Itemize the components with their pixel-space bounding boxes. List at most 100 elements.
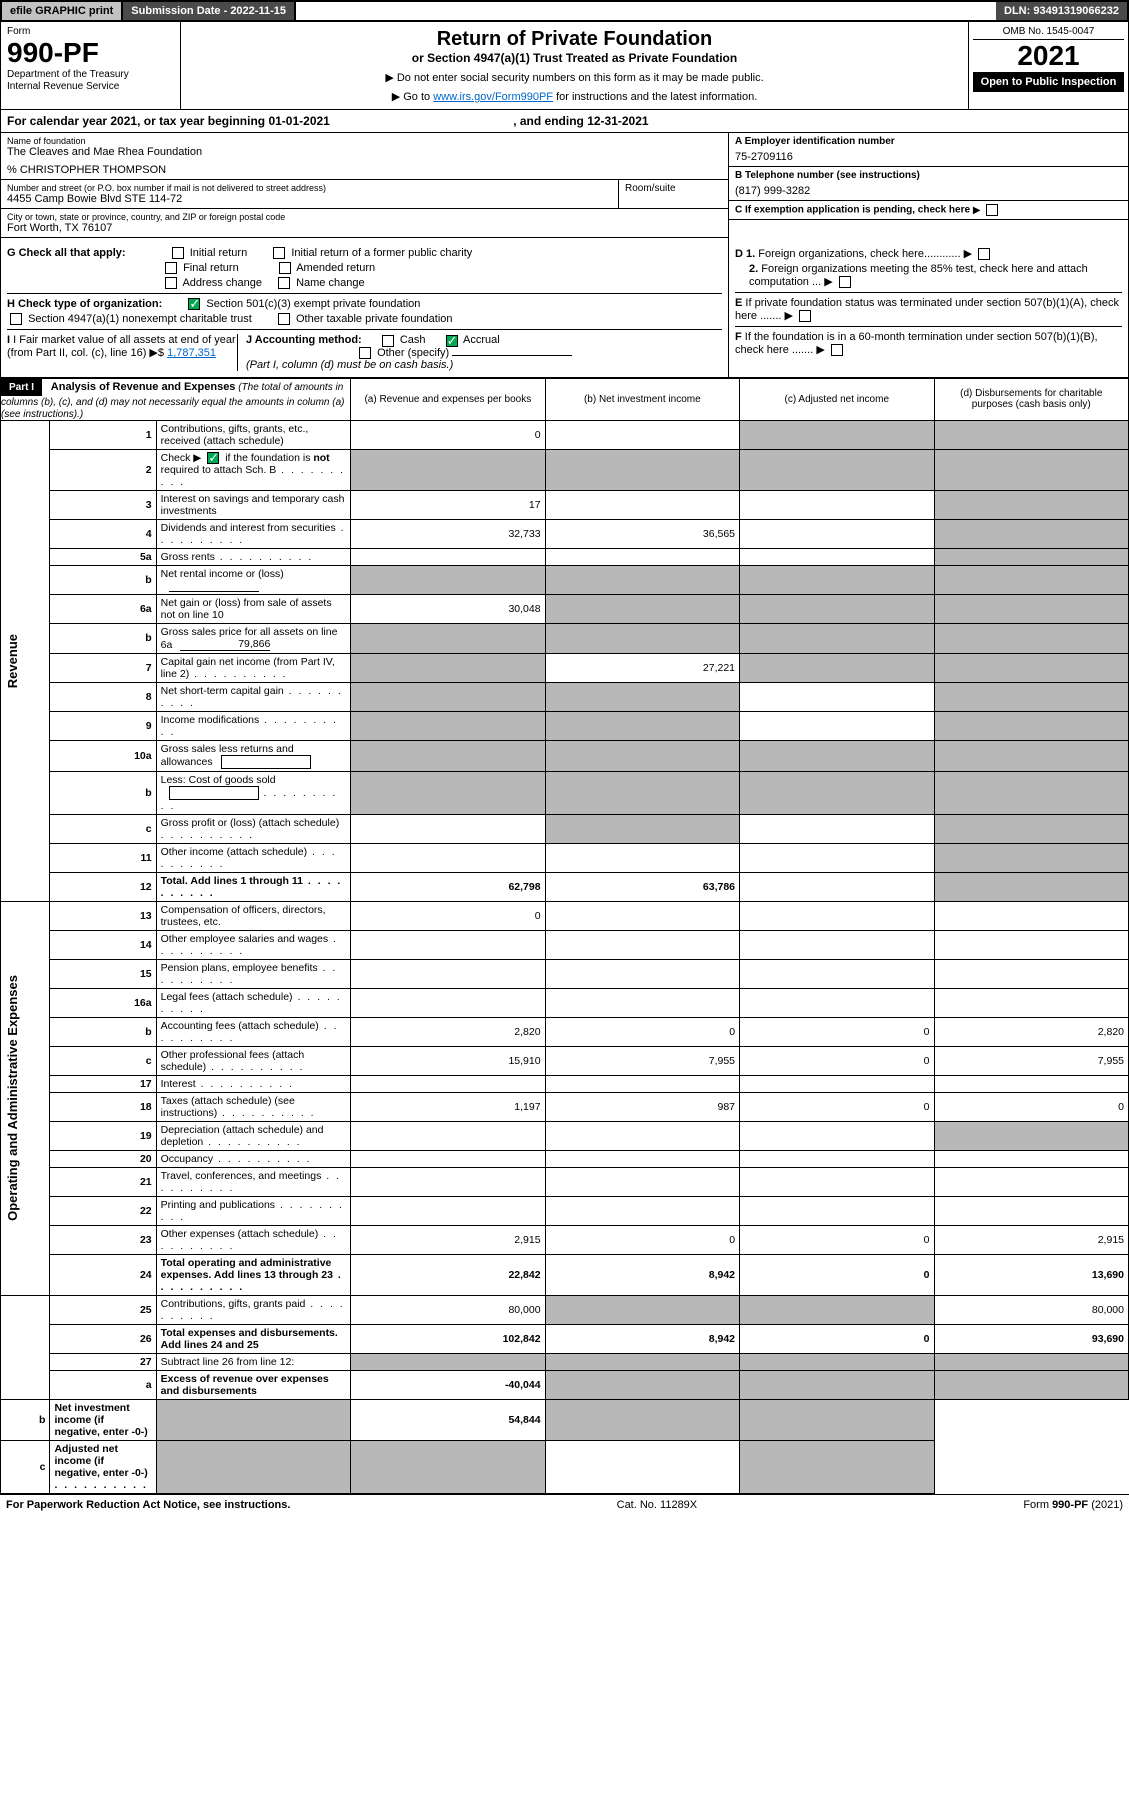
- cell-value: [740, 623, 934, 653]
- h-4947-checkbox[interactable]: [10, 313, 22, 325]
- cell-value: [934, 623, 1129, 653]
- cell-value: 27,221: [545, 653, 739, 682]
- col-c-header: (c) Adjusted net income: [740, 378, 934, 420]
- g-name-checkbox[interactable]: [278, 277, 290, 289]
- table-row: 8Net short-term capital gain: [1, 682, 1129, 711]
- fmv-value[interactable]: 1,787,351: [167, 347, 216, 359]
- omb-number: OMB No. 1545-0047: [973, 26, 1124, 40]
- cell-value: [545, 1196, 739, 1225]
- cell-value: [740, 565, 934, 594]
- g-initial-checkbox[interactable]: [172, 247, 184, 259]
- cell-value: [351, 988, 545, 1017]
- cell-value: 1,197: [351, 1092, 545, 1121]
- cell-value: [934, 988, 1129, 1017]
- e-checkbox[interactable]: [799, 310, 811, 322]
- g-amended-checkbox[interactable]: [279, 262, 291, 274]
- table-row: 24Total operating and administrative exp…: [1, 1254, 1129, 1295]
- cell-value: 2,820: [351, 1017, 545, 1046]
- line-number: 7: [50, 653, 156, 682]
- cell-value: [545, 1075, 739, 1092]
- g-address-checkbox[interactable]: [165, 277, 177, 289]
- cell-value: [351, 653, 545, 682]
- d2-checkbox[interactable]: [839, 276, 851, 288]
- cell-value: [351, 814, 545, 843]
- f-checkbox[interactable]: [831, 344, 843, 356]
- j-section: J Accounting method: Cash Accrual Other …: [237, 334, 722, 370]
- cell-value: [545, 1295, 739, 1324]
- table-row: bGross sales price for all assets on lin…: [1, 623, 1129, 653]
- line-number: 3: [50, 490, 156, 519]
- g-final-checkbox[interactable]: [165, 262, 177, 274]
- h-501c3-checkbox[interactable]: [188, 298, 200, 310]
- table-row: 26Total expenses and disbursements. Add …: [1, 1324, 1129, 1353]
- open-public-badge: Open to Public Inspection: [973, 72, 1124, 92]
- form-subtitle: or Section 4947(a)(1) Trust Treated as P…: [191, 51, 958, 65]
- cell-value: [545, 449, 739, 490]
- cell-value: [740, 1440, 934, 1493]
- cell-value: [545, 959, 739, 988]
- line-description: Net gain or (loss) from sale of assets n…: [156, 594, 350, 623]
- cell-value: [545, 1440, 739, 1493]
- cell-value: -40,044: [351, 1370, 545, 1399]
- cell-value: 0: [740, 1225, 934, 1254]
- line-description: Gross sales price for all assets on line…: [156, 623, 350, 653]
- cell-value: [934, 565, 1129, 594]
- line-number: 21: [50, 1167, 156, 1196]
- line-description: Other expenses (attach schedule): [156, 1225, 350, 1254]
- cell-value: [351, 565, 545, 594]
- table-row: 17Interest: [1, 1075, 1129, 1092]
- col-a-header: (a) Revenue and expenses per books: [351, 378, 545, 420]
- h-row: H Check type of organization: Section 50…: [7, 293, 722, 310]
- line-number: 18: [50, 1092, 156, 1121]
- schb-checkbox[interactable]: [207, 452, 219, 464]
- instruction-1: ▶ Do not enter social security numbers o…: [191, 71, 958, 84]
- cell-value: 62,798: [351, 872, 545, 901]
- page-footer: For Paperwork Reduction Act Notice, see …: [0, 1494, 1129, 1515]
- j-other-checkbox[interactable]: [359, 347, 371, 359]
- line-number: b: [50, 771, 156, 814]
- table-row: 2Check ▶ if the foundation is not requir…: [1, 449, 1129, 490]
- cell-value: [351, 959, 545, 988]
- cell-value: 0: [351, 420, 545, 449]
- table-row: 20Occupancy: [1, 1150, 1129, 1167]
- irs-link[interactable]: www.irs.gov/Form990PF: [433, 91, 553, 103]
- line-description: Total expenses and disbursements. Add li…: [156, 1324, 350, 1353]
- cell-value: 0: [351, 901, 545, 930]
- cell-value: [545, 682, 739, 711]
- line-description: Interest: [156, 1075, 350, 1092]
- j-cash-checkbox[interactable]: [382, 335, 394, 347]
- cell-value: [740, 1150, 934, 1167]
- part1-table: Part I Analysis of Revenue and Expenses …: [0, 378, 1129, 1494]
- cell-value: [934, 519, 1129, 548]
- g-initial-former-checkbox[interactable]: [273, 247, 285, 259]
- h-other-checkbox[interactable]: [278, 313, 290, 325]
- cell-value: [934, 930, 1129, 959]
- line-number: 4: [50, 519, 156, 548]
- line-description: Check ▶ if the foundation is not require…: [156, 449, 350, 490]
- efile-print-button[interactable]: efile GRAPHIC print: [2, 2, 123, 20]
- d1-checkbox[interactable]: [978, 248, 990, 260]
- line-number: 12: [50, 872, 156, 901]
- city-label: City or town, state or province, country…: [7, 212, 722, 222]
- city-state-zip: Fort Worth, TX 76107: [7, 222, 722, 234]
- form-number: 990-PF: [7, 37, 174, 69]
- cell-value: [740, 449, 934, 490]
- cell-value: 36,565: [545, 519, 739, 548]
- cell-value: [934, 959, 1129, 988]
- cell-value: 15,910: [351, 1046, 545, 1075]
- c-checkbox[interactable]: [986, 204, 998, 216]
- line-description: Legal fees (attach schedule): [156, 988, 350, 1017]
- cell-value: [351, 449, 545, 490]
- cell-value: [740, 1121, 934, 1150]
- cell-value: [545, 740, 739, 771]
- line-description: Net short-term capital gain: [156, 682, 350, 711]
- line-number: 22: [50, 1196, 156, 1225]
- cell-value: [351, 1196, 545, 1225]
- j-accrual-checkbox[interactable]: [446, 335, 458, 347]
- cell-value: [545, 901, 739, 930]
- line-description: Travel, conferences, and meetings: [156, 1167, 350, 1196]
- cell-value: [740, 682, 934, 711]
- line-number: 6a: [50, 594, 156, 623]
- cell-value: 63,786: [545, 872, 739, 901]
- table-row: 22Printing and publications: [1, 1196, 1129, 1225]
